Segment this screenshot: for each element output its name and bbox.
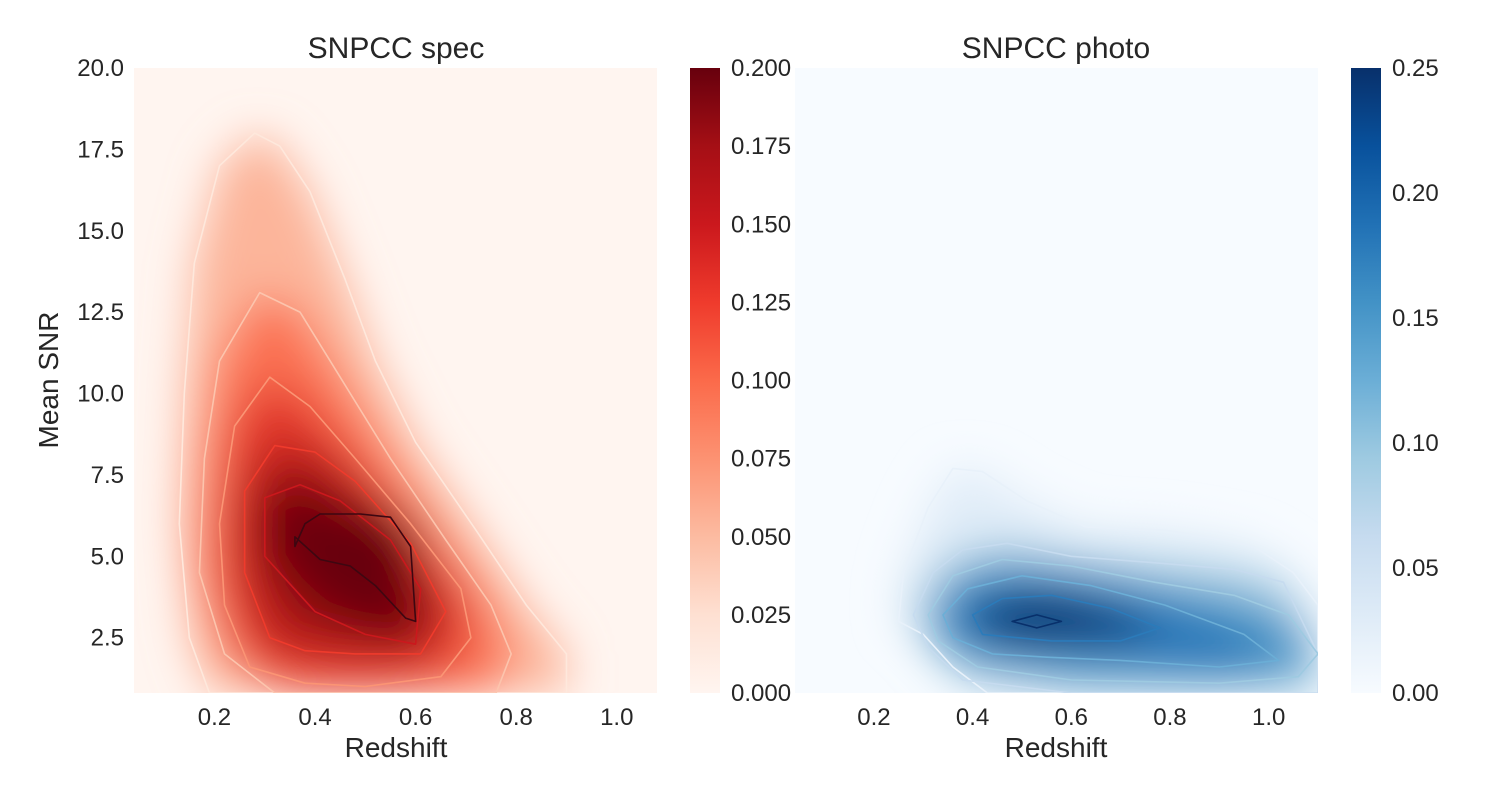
x-axis-spec: 0.2 0.4 0.6 0.8 1.0 xyxy=(198,704,634,731)
colorbar-spec xyxy=(690,68,720,693)
density-heat-photo xyxy=(898,468,1318,693)
contour-line xyxy=(198,291,513,693)
contour-line xyxy=(942,574,1280,668)
contour-line xyxy=(897,467,1318,693)
contour-lines-spec xyxy=(178,132,568,693)
colorbar-tick-label: 0.200 xyxy=(731,55,791,82)
y-tick-label: 15.0 xyxy=(77,218,124,245)
chart-title-photo: SNPCC photo xyxy=(962,32,1150,65)
y-axis-spec: 2.5 5.0 7.5 10.0 12.5 15.0 17.5 20.0 xyxy=(77,55,124,652)
density-peak xyxy=(310,504,421,595)
colorbar-tick-label: 0.15 xyxy=(1392,305,1439,332)
colorbar-tick-label: 0.050 xyxy=(731,524,791,551)
y-axis-label-spec: Mean SNR xyxy=(33,312,64,449)
x-tick-label: 1.0 xyxy=(600,704,633,731)
x-tick-label: 0.8 xyxy=(500,704,533,731)
contour-line xyxy=(178,132,568,693)
x-tick-label: 0.2 xyxy=(198,704,231,731)
y-tick-label: 5.0 xyxy=(91,543,124,570)
colorbar-photo xyxy=(1351,68,1381,693)
contour-line xyxy=(218,376,472,688)
colorbar-tick-label: 0.10 xyxy=(1392,430,1439,457)
contour-line xyxy=(912,542,1318,693)
colorbar-tick-label: 0.025 xyxy=(731,602,791,629)
contour-line xyxy=(263,483,422,646)
y-tick-label: 2.5 xyxy=(91,625,124,652)
density-heat-spec xyxy=(179,133,567,693)
y-tick-label: 20.0 xyxy=(77,55,124,82)
contour-line xyxy=(971,594,1161,642)
contour-line xyxy=(294,513,417,623)
colorbar-tick-label: 0.125 xyxy=(731,289,791,316)
panel-spec: SNPCC spec 0.2 0.4 0.6 0.8 1.0 2.5 5.0 7.5 10.0… xyxy=(33,32,791,763)
x-tick-label: 0.8 xyxy=(1153,704,1186,731)
colorbar-tick-label: 0.075 xyxy=(731,446,791,473)
colorbar-tick-label: 0.175 xyxy=(731,133,791,160)
colorbar-tick-label: 0.05 xyxy=(1392,555,1439,582)
x-tick-label: 0.4 xyxy=(956,704,989,731)
colorbar-ticks-photo: 0.00 0.05 0.10 0.15 0.20 0.25 xyxy=(1392,55,1439,707)
chart-title-spec: SNPCC spec xyxy=(308,32,485,65)
colorbar-tick-label: 0.25 xyxy=(1392,55,1439,82)
contour-line xyxy=(243,444,447,655)
x-axis-label-photo: Redshift xyxy=(1005,732,1108,763)
y-tick-label: 17.5 xyxy=(77,136,124,163)
contour-line xyxy=(1011,614,1063,629)
colorbar-tick-label: 0.20 xyxy=(1392,180,1439,207)
x-tick-label: 0.6 xyxy=(399,704,432,731)
y-tick-label: 10.0 xyxy=(77,381,124,408)
colorbar-tick-label: 0.150 xyxy=(731,211,791,238)
y-tick-label: 12.5 xyxy=(77,299,124,326)
x-axis-photo: 0.2 0.4 0.6 0.8 1.0 xyxy=(857,704,1285,731)
x-axis-label-spec: Redshift xyxy=(345,732,448,763)
y-tick-label: 7.5 xyxy=(91,462,124,489)
colorbar-tick-label: 0.000 xyxy=(731,680,791,707)
colorbar-ticks-spec: 0.000 0.025 0.050 0.075 0.100 0.125 0.150 0.175… xyxy=(731,55,791,707)
x-tick-label: 0.4 xyxy=(298,704,331,731)
x-tick-label: 0.2 xyxy=(857,704,890,731)
colorbar-tick-label: 0.100 xyxy=(731,368,791,395)
x-tick-label: 0.6 xyxy=(1055,704,1088,731)
colorbar-tick-label: 0.00 xyxy=(1392,680,1439,707)
contour-lines-photo xyxy=(897,467,1318,693)
x-tick-label: 1.0 xyxy=(1252,704,1285,731)
panel-photo: SNPCC photo 0.2 0.4 0.6 0.8 1.0 Redshift 0.0… xyxy=(795,32,1439,763)
density-peak xyxy=(981,599,1102,644)
contour-line xyxy=(927,558,1318,685)
